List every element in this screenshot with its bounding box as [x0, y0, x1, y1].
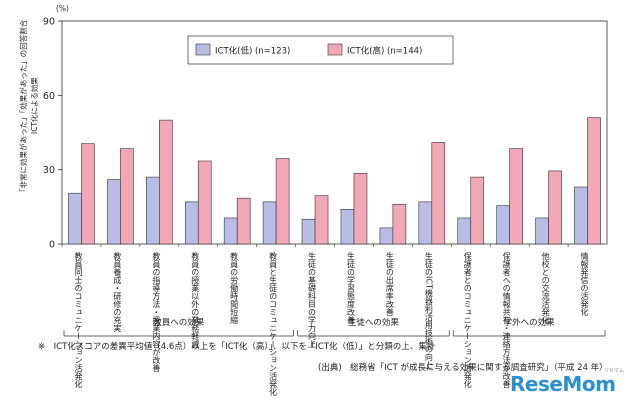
bar-low-11 [496, 205, 510, 245]
bar-low-13 [574, 186, 588, 245]
bar-low-3 [184, 201, 199, 245]
bar-high-6 [314, 195, 329, 245]
category-label-6: 生徒の基礎科目の学力向上 [308, 251, 317, 348]
resemom-logo: ReseMom [510, 372, 616, 396]
category-label-3: 教員の授業以外の業務軽減 [191, 251, 200, 349]
bar-low-4 [223, 217, 238, 245]
bar-high-2 [159, 119, 173, 245]
legend-label-0: ICT化(低) (n=123) [215, 46, 290, 57]
bar-low-7 [340, 209, 355, 245]
category-label-4: 教員の労働時間短縮 [230, 251, 239, 325]
bar-low-6 [301, 218, 316, 245]
legend-box [187, 35, 454, 65]
category-label-9: 生徒のICT機器利活用技術の向上 [424, 251, 433, 369]
y-tick-label-2: 60 [43, 91, 55, 102]
category-label-7: 生徒の学習態度改善 [346, 251, 355, 325]
bar-low-12 [535, 217, 549, 245]
category-label-13: 情報発信の活発化 [580, 251, 589, 317]
bar-high-10 [470, 176, 485, 245]
bar-low-0 [68, 192, 82, 245]
bar-high-9 [431, 142, 446, 245]
bar-high-11 [509, 148, 523, 245]
y-axis-label-prefix: ICT化による効果 [29, 77, 39, 134]
bar-high-13 [587, 117, 601, 245]
y-tick-label-1: 30 [43, 165, 55, 176]
category-label-1: 教員養成・研修の充実 [113, 251, 122, 333]
bar-low-8 [379, 227, 394, 245]
category-label-8: 生徒の出席率改善 [385, 251, 394, 317]
resemom-logo-sub: リセマム [604, 368, 625, 374]
bar-high-1 [120, 148, 134, 245]
bar-low-10 [457, 217, 472, 245]
bar-high-0 [81, 143, 95, 245]
group-label-1: 生徒への効果 [348, 317, 400, 328]
bar-high-4 [236, 197, 251, 245]
category-label-5: 教員と生徒のコミュニケーション活発化 [269, 251, 278, 397]
y-axis-label: 「非常に効果があった」「効果があった」の回答割合 [18, 19, 28, 196]
bar-high-12 [548, 170, 562, 245]
legend-label-1: ICT化(高) (n=144) [347, 46, 422, 57]
bar-high-7 [353, 173, 368, 245]
category-label-11: 保護者への情報共有・連絡方法が改善 [502, 251, 511, 389]
footnote: ※ ICT化スコアの差異平均値（4.6点）以上を「ICT化（高）」、以下を「IC… [38, 342, 436, 352]
bar-high-8 [392, 204, 407, 245]
bar-low-5 [262, 201, 277, 245]
bar-high-3 [197, 160, 212, 245]
source-citation: (出典) 総務省「ICT が成長に与える効果に関する調査研究」（平成 24 年） [318, 363, 608, 373]
category-label-0: 教員同士のコミュニケーション活発化 [74, 251, 83, 389]
group-label-0: 教員への効果 [153, 317, 205, 328]
group-label-2: 学外への効果 [504, 317, 556, 328]
category-label-2: 教員の指導方法・授業内容が改善 [152, 251, 161, 373]
y-unit: (%) [56, 4, 69, 13]
bar-high-5 [275, 158, 290, 245]
bar-low-9 [418, 201, 433, 245]
category-label-12: 他校との交流活発化 [541, 251, 550, 325]
category-label-10: 保護者とのコミュニケーション活発化 [463, 251, 472, 389]
legend-swatch-1 [327, 43, 343, 56]
y-tick-label-0: 0 [49, 240, 55, 251]
bar-low-2 [146, 176, 160, 245]
y-tick-label-3: 90 [43, 17, 55, 28]
bar-low-1 [107, 179, 121, 245]
legend-swatch-0 [195, 43, 211, 56]
